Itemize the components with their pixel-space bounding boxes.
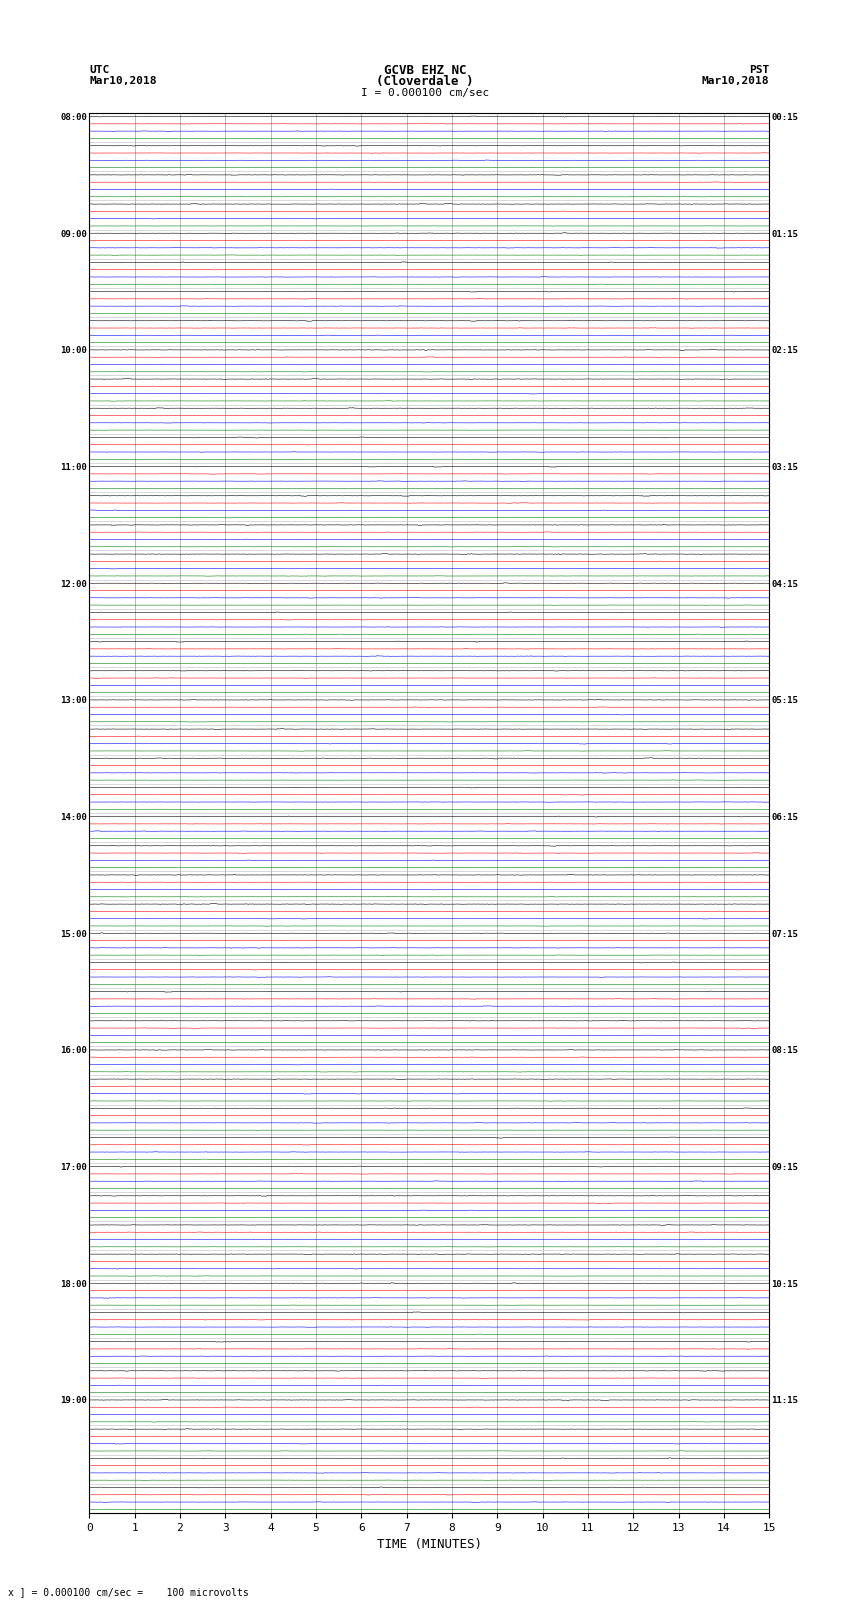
Text: 08:15: 08:15 xyxy=(771,1047,798,1055)
Text: 07:15: 07:15 xyxy=(771,929,798,939)
Text: I = 0.000100 cm/sec: I = 0.000100 cm/sec xyxy=(361,87,489,98)
Text: UTC: UTC xyxy=(89,65,110,76)
Text: Mar10,2018: Mar10,2018 xyxy=(702,76,769,87)
Text: 02:15: 02:15 xyxy=(771,347,798,355)
Text: PST: PST xyxy=(749,65,769,76)
Text: 14:00: 14:00 xyxy=(60,813,88,823)
Text: 09:15: 09:15 xyxy=(771,1163,798,1173)
Text: 16:00: 16:00 xyxy=(60,1047,88,1055)
Text: 08:00: 08:00 xyxy=(60,113,88,123)
Text: 10:15: 10:15 xyxy=(771,1279,798,1289)
Text: (Cloverdale ): (Cloverdale ) xyxy=(377,74,473,89)
Text: 11:15: 11:15 xyxy=(771,1397,798,1405)
Text: 17:00: 17:00 xyxy=(60,1163,88,1173)
Text: 04:15: 04:15 xyxy=(771,579,798,589)
Text: 05:15: 05:15 xyxy=(771,697,798,705)
Text: 09:00: 09:00 xyxy=(60,229,88,239)
Text: 15:00: 15:00 xyxy=(60,929,88,939)
Text: x ] = 0.000100 cm/sec =    100 microvolts: x ] = 0.000100 cm/sec = 100 microvolts xyxy=(8,1587,249,1597)
Text: Mar10,2018: Mar10,2018 xyxy=(89,76,156,87)
Text: GCVB EHZ NC: GCVB EHZ NC xyxy=(383,63,467,77)
Text: 13:00: 13:00 xyxy=(60,697,88,705)
Text: 10:00: 10:00 xyxy=(60,347,88,355)
Text: 00:15: 00:15 xyxy=(771,113,798,123)
Text: 03:15: 03:15 xyxy=(771,463,798,473)
Text: 06:15: 06:15 xyxy=(771,813,798,823)
Text: 11:00: 11:00 xyxy=(60,463,88,473)
Text: 12:00: 12:00 xyxy=(60,579,88,589)
Text: 01:15: 01:15 xyxy=(771,229,798,239)
X-axis label: TIME (MINUTES): TIME (MINUTES) xyxy=(377,1539,482,1552)
Text: 19:00: 19:00 xyxy=(60,1397,88,1405)
Text: 18:00: 18:00 xyxy=(60,1279,88,1289)
